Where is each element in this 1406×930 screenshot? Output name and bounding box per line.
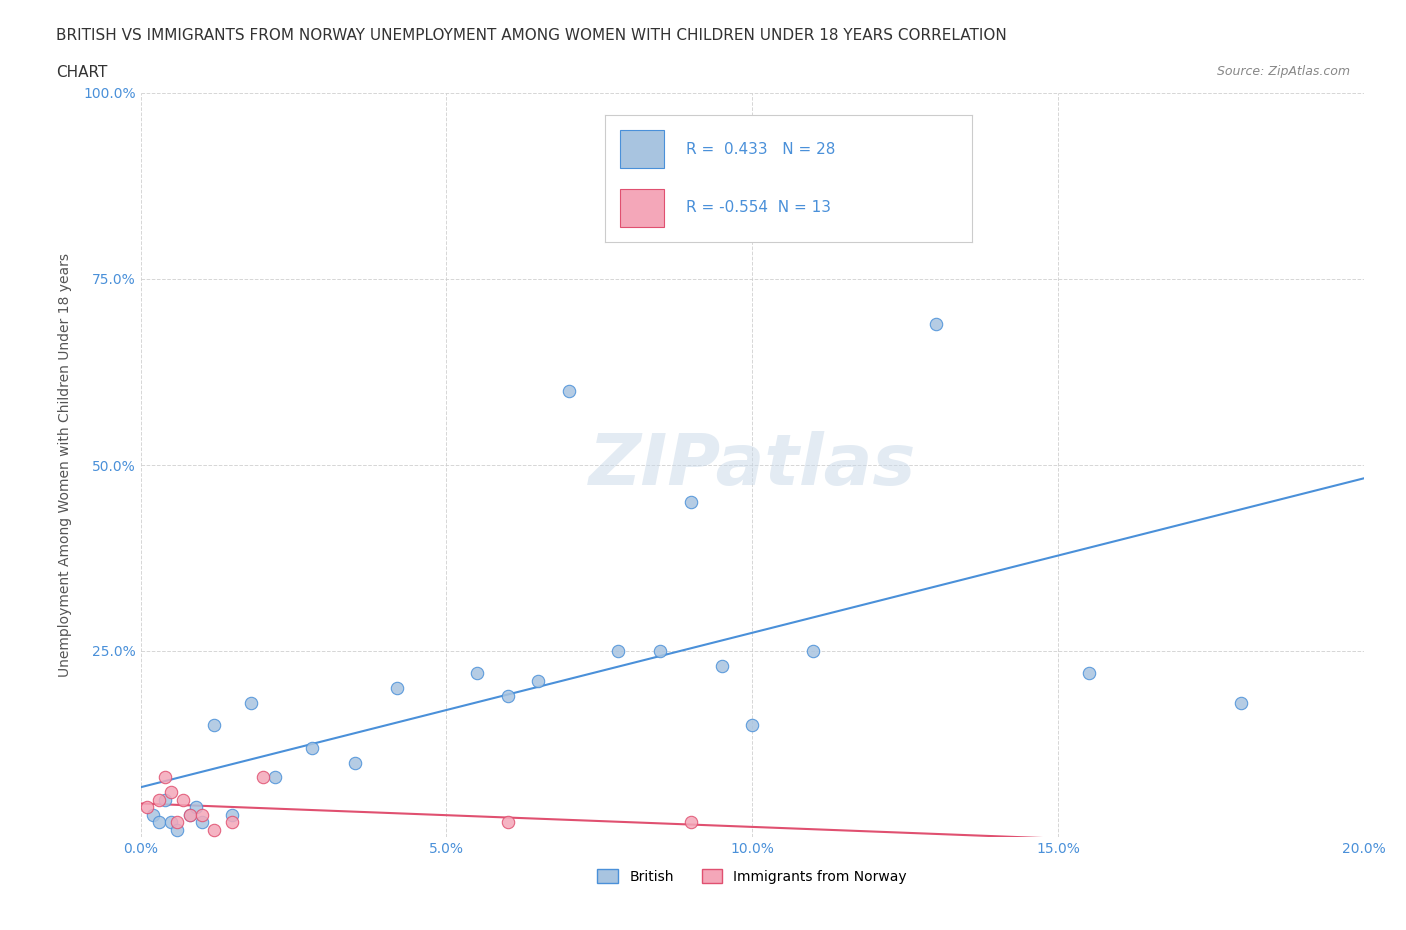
Point — [925, 316, 948, 331]
Point — [527, 673, 550, 688]
Point — [343, 755, 366, 770]
Point — [166, 822, 188, 837]
Point — [681, 495, 703, 510]
Legend: British, Immigrants from Norway: British, Immigrants from Norway — [592, 864, 912, 890]
Point — [160, 815, 183, 830]
Point — [264, 770, 287, 785]
Point — [191, 807, 214, 822]
Point — [1230, 696, 1253, 711]
Point — [252, 770, 274, 785]
Point — [166, 815, 188, 830]
Point — [465, 666, 488, 681]
Point — [710, 658, 733, 673]
Point — [160, 785, 183, 800]
Point — [191, 815, 214, 830]
Text: ZIPatlas: ZIPatlas — [589, 431, 915, 499]
Point — [221, 807, 243, 822]
Point — [496, 815, 519, 830]
Text: CHART: CHART — [56, 65, 108, 80]
Point — [650, 644, 672, 658]
Point — [153, 792, 176, 807]
Point — [172, 792, 194, 807]
Point — [803, 644, 825, 658]
Point — [202, 822, 225, 837]
Point — [202, 718, 225, 733]
Point — [135, 800, 157, 815]
Point — [301, 740, 323, 755]
Point — [179, 807, 201, 822]
Point — [153, 770, 176, 785]
Point — [496, 688, 519, 703]
Point — [387, 681, 409, 696]
Point — [558, 383, 581, 398]
Text: BRITISH VS IMMIGRANTS FROM NORWAY UNEMPLOYMENT AMONG WOMEN WITH CHILDREN UNDER 1: BRITISH VS IMMIGRANTS FROM NORWAY UNEMPL… — [56, 28, 1007, 43]
Point — [606, 644, 628, 658]
Point — [148, 815, 170, 830]
Text: Source: ZipAtlas.com: Source: ZipAtlas.com — [1216, 65, 1350, 78]
Point — [179, 807, 201, 822]
Point — [148, 792, 170, 807]
Point — [184, 800, 207, 815]
Point — [221, 815, 243, 830]
Point — [1077, 666, 1099, 681]
Point — [741, 718, 763, 733]
Point — [681, 815, 703, 830]
Point — [142, 807, 165, 822]
Y-axis label: Unemployment Among Women with Children Under 18 years: Unemployment Among Women with Children U… — [58, 253, 72, 677]
Point — [239, 696, 262, 711]
